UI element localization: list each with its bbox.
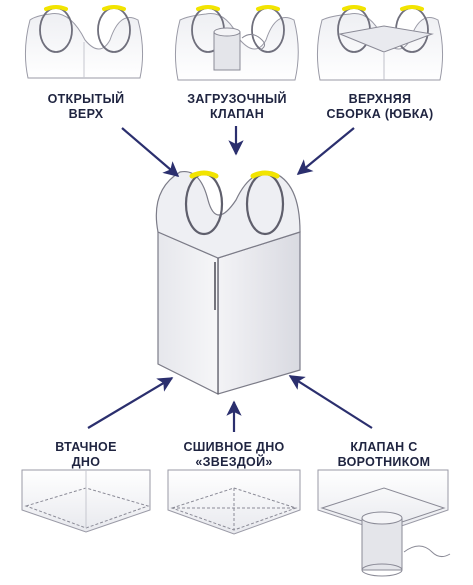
arrow-sewn-bottom [87, 377, 174, 429]
label-collar-valve: КЛАПАН С ВОРОТНИКОМ [337, 440, 431, 469]
label-open-top: ОТКРЫТЫЙ ВЕРХ [47, 92, 125, 121]
arrow-open-top [121, 127, 180, 178]
thumb-collar-valve [317, 469, 451, 577]
thumb-top-skirt [316, 5, 444, 81]
main-bigbag [155, 170, 301, 395]
label-sewn-bottom: ВТАЧНОЕ ДНО [55, 440, 117, 469]
arrow-top-skirt [296, 127, 355, 175]
thumb-open-top [24, 5, 144, 79]
thumb-star-bottom [167, 469, 301, 535]
thumb-loading-valve [174, 5, 299, 81]
arrow-collar-valve [288, 375, 373, 429]
label-top-skirt: ВЕРХНЯЯ СБОРКА (ЮБКА) [326, 92, 434, 121]
label-star-bottom: СШИВНОЕ ДНО «ЗВЕЗДОЙ» [183, 440, 285, 469]
thumb-sewn-bottom [21, 469, 151, 533]
arrows [87, 126, 373, 432]
label-loading-valve: ЗАГРУЗОЧНЫЙ КЛАПАН [187, 92, 287, 121]
